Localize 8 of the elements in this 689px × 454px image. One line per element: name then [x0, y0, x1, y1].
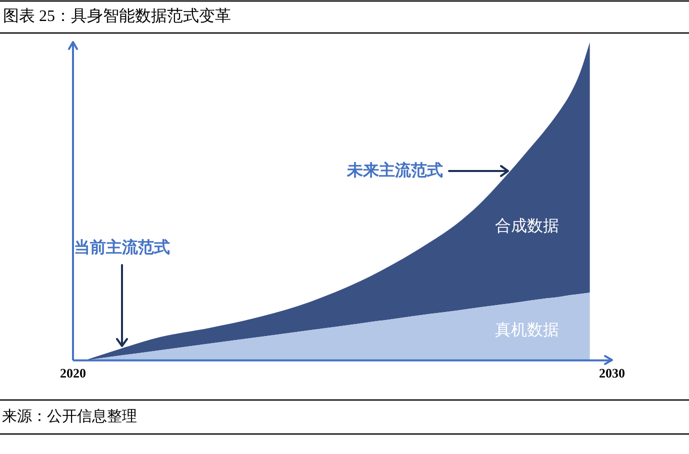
source-note: 来源：公开信息整理 — [2, 408, 137, 425]
x-tick-label: 2020 — [60, 366, 86, 381]
series-label: 真机数据 — [494, 321, 559, 340]
chart-title: 图表 25：具身智能数据范式变革 — [3, 7, 231, 26]
annotation: 未来主流范式 — [346, 160, 444, 180]
x-tick-label: 2030 — [599, 366, 625, 381]
annotation: 当前主流范式 — [74, 238, 170, 257]
series-label: 合成数据 — [494, 216, 559, 235]
